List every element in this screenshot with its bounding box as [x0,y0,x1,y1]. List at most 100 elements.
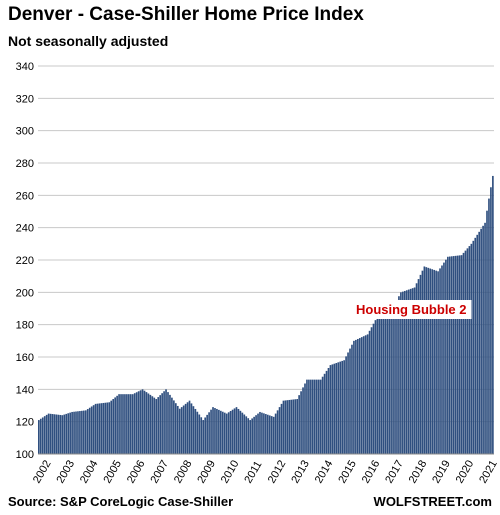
bar [174,403,177,454]
bar [396,300,398,454]
bar [220,410,222,454]
bar [214,408,216,454]
bar [484,222,486,454]
bar [225,413,228,454]
bar [372,323,375,454]
bar [69,412,71,454]
bar [104,402,107,454]
bar [237,408,240,454]
bar [188,400,191,454]
bar [96,403,99,454]
bar [370,327,373,454]
bar [304,383,306,454]
bar [268,415,271,454]
bar [253,416,255,454]
bar [92,405,95,454]
bar [257,413,259,454]
bar [90,406,93,454]
bar [41,417,44,454]
bar [173,400,175,454]
bar [67,413,70,454]
bar [486,210,488,454]
bar [108,402,111,454]
bar [163,391,165,454]
x-tick-label: 2004 [78,458,101,485]
bar [118,394,120,454]
bar [126,394,128,454]
bar [366,334,369,454]
bar [122,394,124,454]
bar [431,269,434,454]
bar [120,394,122,454]
bar [448,256,451,454]
y-tick-label: 200 [16,287,34,299]
bar [353,340,355,454]
bar [159,395,162,454]
bar [63,414,66,454]
bar [402,291,404,454]
chart-title: Denver - Case-Shiller Home Price Index [8,4,364,25]
bar [288,399,291,454]
x-tick-label: 2009 [195,458,218,485]
bar [200,417,203,454]
bar [55,414,58,454]
bar [139,390,142,454]
y-tick-label: 260 [16,190,34,202]
bar [296,399,298,454]
bar [311,379,314,454]
bar [106,402,109,454]
bar [458,255,461,454]
bar [241,412,244,454]
y-tick-label: 220 [16,255,34,267]
bar [81,410,83,454]
bar [88,407,91,454]
y-axis: 100 120 140 160 180 200 220 240 260 280 300 320 340 [16,61,34,461]
bar [245,416,248,454]
bar [425,267,428,454]
bar [419,274,422,454]
bar [233,408,236,454]
bar [384,313,387,454]
bar [38,420,40,454]
bar [239,410,242,454]
bar [247,418,250,454]
bar [157,397,160,454]
bar [223,412,226,454]
bar [190,403,193,454]
bar [364,335,367,454]
bar [355,339,357,454]
y-tick-label: 120 [16,417,34,429]
bar [357,338,359,454]
bar [71,411,73,454]
bar [143,390,146,454]
bar [409,288,412,454]
x-tick-label: 2018 [407,458,430,485]
bar [243,414,246,454]
bar [263,413,265,454]
bar [466,248,469,454]
bar [128,394,130,454]
bar [61,415,64,454]
annotation-group: Housing Bubble 2 [351,300,472,319]
bar [454,255,457,454]
bar [116,395,118,454]
x-tick-label: 2015 [336,458,359,485]
x-tick-label: 2003 [54,458,77,485]
bar [274,413,277,454]
bar [98,403,101,454]
x-tick-label: 2017 [383,458,406,485]
bar [178,408,181,454]
bar [300,391,302,454]
bar [388,312,390,454]
bar [53,414,56,454]
bar [390,311,392,454]
bar [77,411,79,454]
bar [319,379,322,454]
bar [317,379,320,454]
bar [171,397,173,454]
bar [192,406,195,454]
bar [114,397,116,454]
bar [407,289,410,454]
y-tick-label: 140 [16,384,34,396]
bar [447,256,449,454]
